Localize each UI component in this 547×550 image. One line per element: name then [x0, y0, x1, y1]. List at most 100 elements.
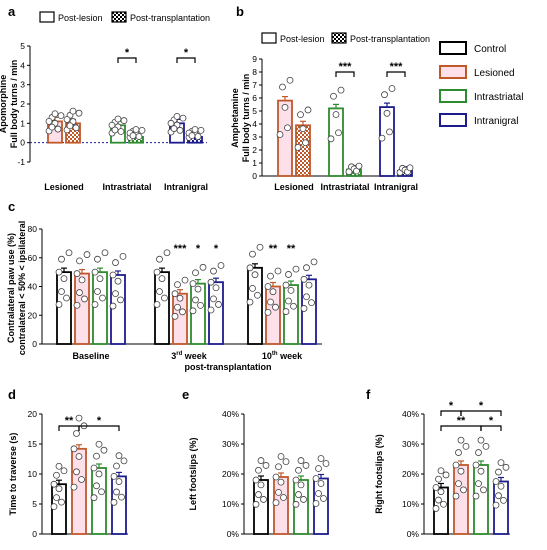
panel-c-sig-label: *: [196, 243, 201, 255]
panel-c-point: [63, 294, 70, 302]
panel-b-point: [383, 109, 391, 117]
panel-c-point: [158, 275, 166, 282]
panel-c-point: [96, 275, 104, 282]
panel-c-y-tick-label: 20: [28, 310, 38, 320]
panel-a-point: [191, 126, 199, 133]
panel-f-point: [492, 501, 500, 509]
panel-d-point: [70, 445, 78, 453]
panel-c-point: [114, 277, 122, 285]
panel-c-point: [179, 308, 186, 316]
panel-f-point: [452, 492, 460, 500]
panel-c-point: [156, 288, 163, 295]
panel-f-bar-lesioned: [453, 464, 469, 535]
panel-c-point: [58, 255, 65, 263]
panel-a-point: [194, 133, 202, 140]
panel-b-point: [302, 139, 309, 147]
panel-a-point: [135, 133, 143, 140]
panel-c-point: [174, 281, 181, 289]
panel-b-point: [279, 83, 286, 91]
panel-a-x-tick-label: Intranigral: [164, 182, 208, 192]
panel-c-bar-intrastriatal: [92, 271, 108, 345]
panel-f-point: [495, 468, 502, 476]
panel-f-point: [457, 467, 465, 475]
panel-c-point: [58, 288, 65, 295]
panel-c-point: [217, 262, 225, 269]
panel-d-point: [50, 503, 58, 511]
panel-b-bar-post-lesion: [379, 106, 395, 177]
panel-c-point: [153, 301, 161, 308]
panel-c-y-tick-label: 40: [28, 282, 38, 292]
panel-b-point: [297, 111, 304, 119]
panel-e-point: [312, 500, 320, 507]
panel-e-point: [317, 455, 325, 462]
panel-e-point: [252, 476, 260, 484]
panel-e-point: [315, 490, 322, 497]
panel-b-y-tick-label: 3: [252, 132, 257, 142]
panel-f-point: [452, 461, 460, 469]
panel-f-sig-bracket: [480, 425, 502, 431]
panel-d-point: [90, 494, 98, 502]
panel-b-point: [294, 143, 302, 151]
panel-f-point: [435, 475, 442, 483]
panel-a-point: [63, 116, 71, 123]
panel-c-point: [78, 276, 86, 284]
panel-c-sig-label: ***: [174, 243, 188, 255]
panel-b-point: [332, 111, 340, 118]
panel-b-sig-label: ***: [390, 61, 404, 73]
panel-b-y-tick-label: 4: [252, 119, 257, 129]
panel-c-point: [300, 275, 308, 283]
panel-d-point: [110, 472, 118, 480]
panel-c-point: [73, 301, 81, 309]
panel-f-point: [500, 496, 507, 504]
panel-e-y-tick-label: 30%: [222, 439, 239, 449]
panel-e-y-tick-label: 20%: [222, 469, 239, 479]
panel-b-point: [330, 92, 337, 100]
panel-d-point: [113, 488, 120, 496]
panel-d-y-tick-label: 10: [28, 469, 38, 479]
panel-b-legend-swatch-0: [261, 32, 277, 44]
panel-e-point: [280, 494, 287, 501]
panel-a-point: [66, 122, 74, 130]
panel-b-y-tick-label: 1: [252, 158, 257, 168]
panel-c-point: [171, 290, 179, 298]
panel-d-point: [110, 498, 118, 506]
panel-a-point: [117, 128, 125, 135]
panel-c-point: [91, 301, 99, 308]
panel-b-y-tick-label: 2: [252, 145, 257, 155]
legend-swatch-intranigral: [439, 113, 467, 127]
panel-c-point: [303, 293, 310, 301]
panel-d-y-tick-label: 15: [28, 439, 38, 449]
panel-f-sig-label: **: [457, 415, 466, 427]
panel-c-point: [303, 264, 310, 272]
panel-b-legend-label-1: Post-transplantation: [350, 34, 430, 44]
panel-a-point: [48, 123, 56, 131]
panel-c-point: [109, 271, 117, 279]
panel-f-point: [432, 505, 440, 512]
panel-c-sig-label: **: [287, 243, 296, 255]
panel-d-point: [58, 498, 65, 506]
panel-a-point: [138, 126, 146, 134]
panel-a-y-tick-label: 0: [20, 138, 25, 148]
panel-c-point: [305, 281, 313, 289]
panel-b-y-tick-label: 6: [252, 93, 257, 103]
panel-f-point: [460, 486, 467, 494]
panel-f-point: [495, 492, 502, 500]
panel-c-point: [76, 289, 83, 296]
panel-b-sig-bracket: [335, 71, 355, 77]
legend-label-intranigral: Intranigral: [474, 116, 518, 127]
panel-c-sig-label: **: [269, 243, 278, 255]
panel-b-y-tick-label: 0: [252, 171, 257, 181]
panel-f-y-tick-label: 0%: [407, 529, 420, 539]
panel-f-point: [472, 492, 480, 500]
panel-c-point: [282, 281, 290, 289]
panel-a-x-tick-label: Intrastriatal: [102, 182, 151, 192]
panel-a-point: [54, 125, 62, 133]
panel-a-legend-label-0: Post-lesion: [58, 13, 103, 23]
panel-e-point: [312, 475, 320, 482]
panel-c-point: [99, 294, 106, 302]
panel-b-sig-bracket: [386, 71, 406, 77]
panel-b-legend-label-0: Post-lesion: [280, 34, 325, 44]
panel-c-point: [194, 285, 202, 293]
panel-f-bar-intrastriatal: [473, 464, 489, 535]
panel-d-y-tick-label: 0: [32, 529, 37, 539]
